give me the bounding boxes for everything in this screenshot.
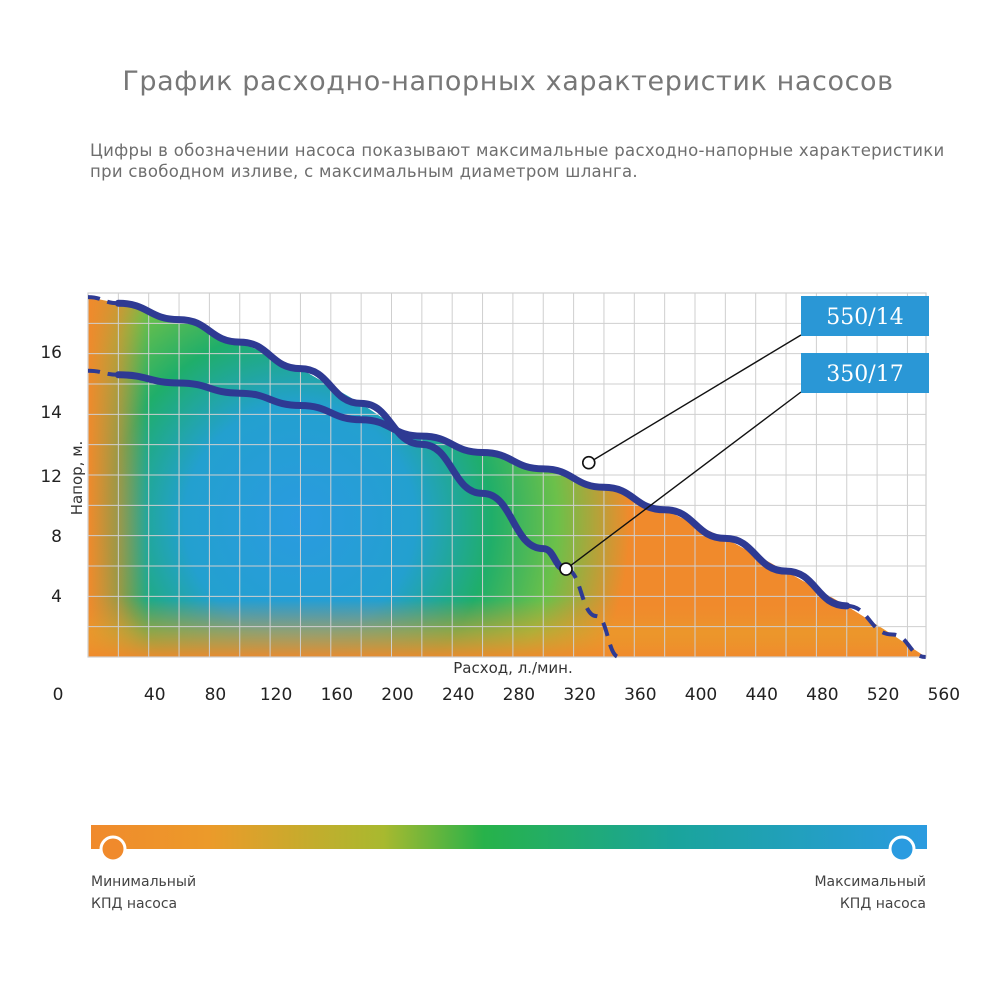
x-tick-label: 560 bbox=[928, 685, 960, 705]
x-tick-label: 80 bbox=[205, 685, 227, 705]
y-tick-label: 12 bbox=[40, 467, 62, 487]
x-tick-label: 360 bbox=[624, 685, 656, 705]
series-550-14-curve bbox=[114, 371, 851, 610]
y-tick-label: 16 bbox=[40, 343, 62, 363]
series-350-17-curve-end-dashed bbox=[565, 567, 620, 659]
x-tick-label: 240 bbox=[442, 685, 474, 705]
callout-350-17: 350/17 bbox=[559, 353, 929, 576]
callout-box bbox=[801, 353, 929, 393]
efficiency-area bbox=[88, 297, 926, 657]
max-efficiency-label-line-2: КПД насоса bbox=[839, 896, 926, 912]
tick-labels: 0 40 80 120 160 200 240 280 320 360 400 440 480 520 56… bbox=[40, 343, 960, 705]
callout-box bbox=[801, 296, 929, 336]
min-efficiency-label-line-2: КПД насоса bbox=[91, 896, 178, 912]
y-tick-label: 8 bbox=[51, 527, 62, 547]
y-tick-label: 4 bbox=[51, 587, 62, 607]
callout-point bbox=[559, 562, 573, 576]
x-tick-label: 40 bbox=[144, 685, 166, 705]
min-efficiency-label: Минимальный КПД насоса bbox=[91, 871, 196, 915]
max-efficiency-label: Максимальный КПД насоса bbox=[814, 871, 926, 915]
x-tick-label: 120 bbox=[260, 685, 292, 705]
subtitle-line-1: Цифры в обозначении насоса показывают ма… bbox=[90, 141, 945, 160]
low-efficiency-bottom-edge bbox=[88, 600, 926, 657]
series-550-14-curve-end-dashed bbox=[846, 603, 926, 659]
x-tick-label: 520 bbox=[867, 685, 899, 705]
chart-subtitle: Цифры в обозначении насоса показывают ма… bbox=[90, 140, 950, 182]
grid bbox=[87, 292, 927, 658]
series-350-17-curve bbox=[114, 299, 570, 573]
x-tick-label: 440 bbox=[745, 685, 777, 705]
callout-550-14: 550/14 bbox=[581, 296, 929, 470]
min-efficiency-label-line-1: Минимальный bbox=[91, 874, 197, 890]
subtitle-line-2: при свободном изливе, с максимальным диа… bbox=[90, 162, 638, 181]
y-tick-label: 14 bbox=[40, 403, 62, 423]
x-tick-label: 480 bbox=[806, 685, 838, 705]
max-efficiency-label-line-1: Максимальный bbox=[814, 874, 926, 890]
x-axis-title: Расход, л./мин. bbox=[453, 659, 573, 677]
x-tick-label: 320 bbox=[563, 685, 595, 705]
x-tick-label: 400 bbox=[685, 685, 717, 705]
y-axis-title: Напор, м. bbox=[68, 441, 86, 516]
x-tick-label: 160 bbox=[321, 685, 353, 705]
x-tick-label: 280 bbox=[503, 685, 535, 705]
callout-point bbox=[581, 455, 596, 470]
x-tick-label: 200 bbox=[381, 685, 413, 705]
callout-leader-line bbox=[588, 334, 802, 464]
chart-title: График расходно-напорных характеристик н… bbox=[122, 66, 894, 97]
callout-label: 350/17 bbox=[826, 362, 903, 387]
callout-leader-line bbox=[565, 391, 802, 570]
pump-curves bbox=[87, 295, 926, 659]
x-tick-label: 0 bbox=[53, 685, 64, 705]
curve-callouts: 550/14 350/17 bbox=[559, 296, 929, 576]
callout-label: 550/14 bbox=[826, 305, 903, 330]
